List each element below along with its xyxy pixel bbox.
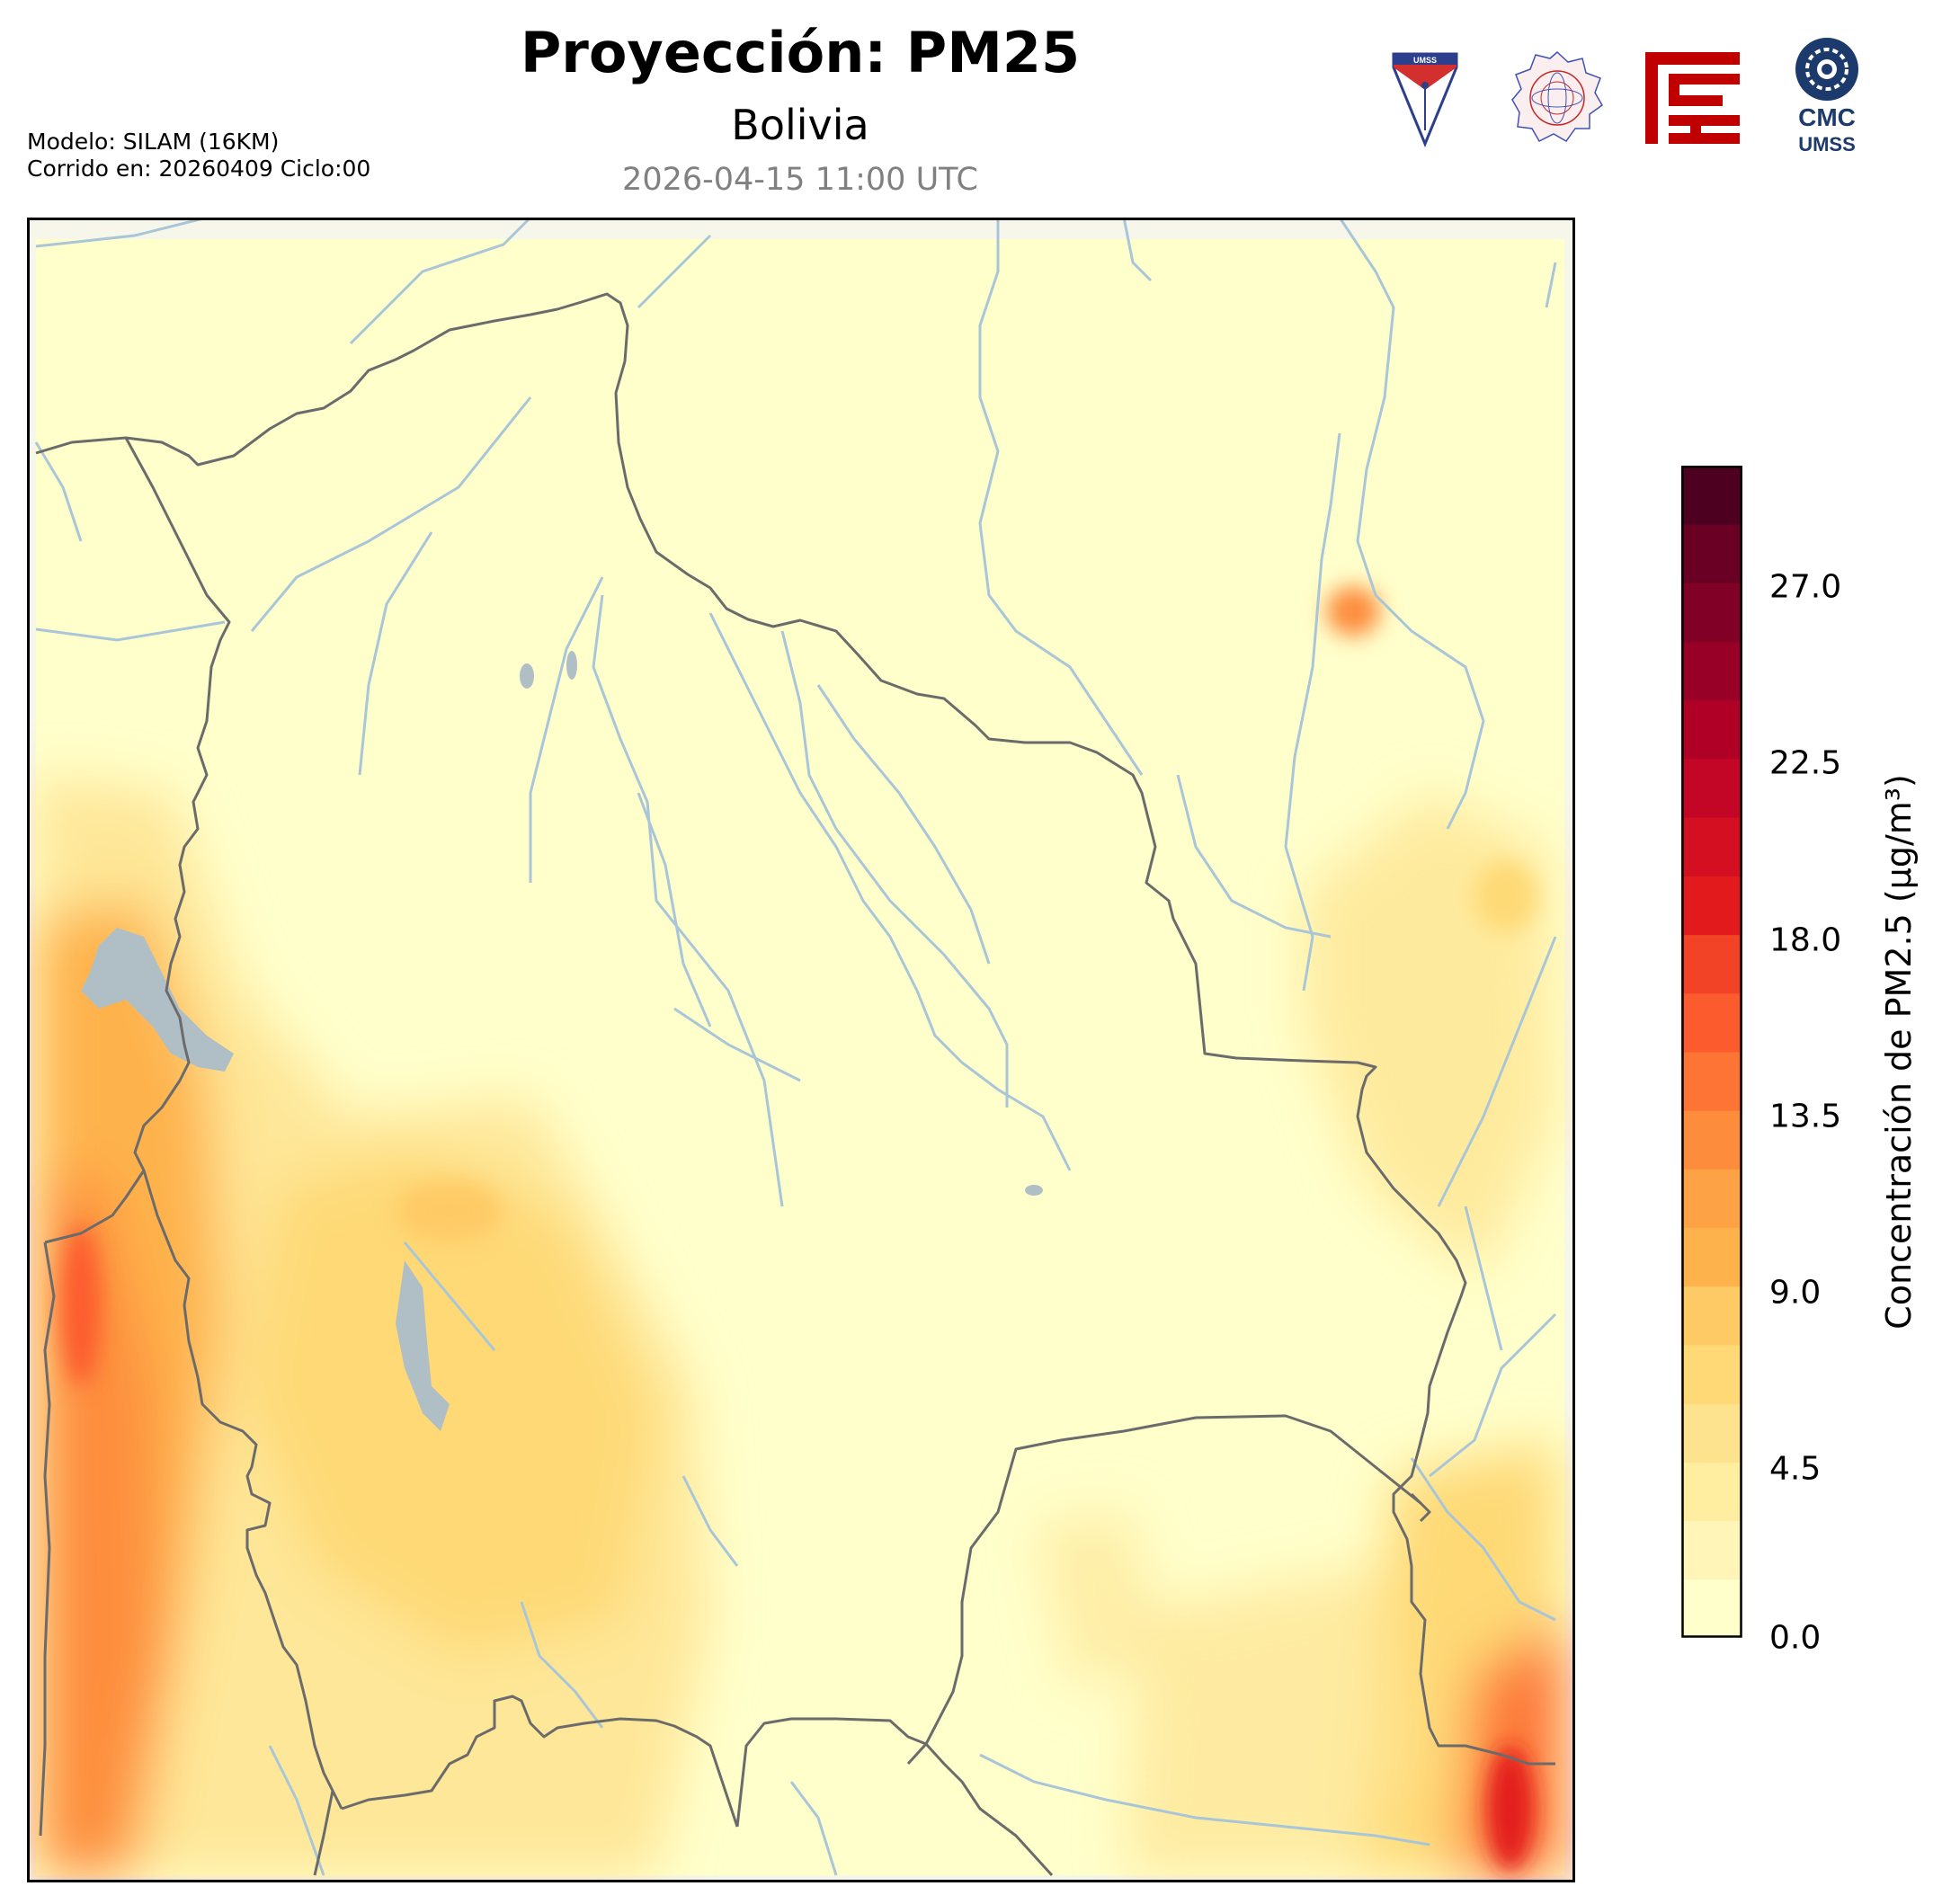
colorbar-tick-label: 4.5	[1769, 1450, 1822, 1488]
map-title: Proyección: PM25	[520, 20, 1081, 85]
colorbar-band	[1681, 1520, 1742, 1580]
lake-small	[1025, 1185, 1043, 1196]
model-name: Modelo: SILAM (16KM)	[27, 129, 280, 155]
colorbar-band	[1681, 876, 1742, 936]
colorbar-band	[1681, 1579, 1742, 1638]
cmc-umss-logo: CMC UMSS	[1795, 38, 1858, 156]
run-info: Corrido en: 20260409 Ciclo:00	[27, 156, 371, 182]
colorbar-band	[1681, 1169, 1742, 1229]
colorbar-label: Concentración de PM2.5 (µg/m³)	[1879, 774, 1919, 1330]
map-subtitle: Bolivia	[731, 101, 869, 149]
map-frame-border	[27, 218, 1575, 1882]
pm25-concentration-map	[27, 218, 1575, 1882]
lake-poopo	[396, 1260, 450, 1431]
colorbar-band	[1681, 699, 1742, 760]
svg-text:CMC: CMC	[1798, 103, 1856, 131]
departamento-fisica-seal-logo	[1511, 50, 1603, 142]
svg-text:UMSS: UMSS	[1413, 56, 1437, 65]
lakes	[81, 651, 1043, 1431]
colorbar-band	[1681, 466, 1742, 525]
colorbar-tick-label: 22.5	[1769, 744, 1842, 782]
umss-shield-logo: UMSS	[1392, 52, 1458, 147]
lake-rogaguado	[520, 663, 534, 689]
colorbar-band	[1681, 1110, 1742, 1170]
colorbar-tick-label: 13.5	[1769, 1098, 1842, 1135]
colorbar-band	[1681, 1286, 1742, 1346]
colorbar-tick-label: 9.0	[1769, 1274, 1822, 1312]
colorbar-band	[1681, 1345, 1742, 1404]
colorbar	[1681, 466, 1742, 1638]
colorbar-band	[1681, 934, 1742, 994]
colorbar-band	[1681, 1462, 1742, 1522]
forecast-datetime: 2026-04-15 11:00 UTC	[622, 162, 978, 198]
model-info: Modelo: SILAM (16KM) Corrido en: 2026040…	[27, 129, 370, 182]
rivers	[34, 218, 1557, 1876]
colorbar-band	[1681, 524, 1742, 583]
colorbar-tick-label: 27.0	[1769, 568, 1842, 606]
svg-text:UMSS: UMSS	[1798, 133, 1856, 156]
colorbar-band	[1681, 817, 1742, 876]
colorbar-band	[1681, 641, 1742, 701]
colorbar-band	[1681, 1403, 1742, 1463]
colorbar-band	[1681, 759, 1742, 818]
lake-rogagua	[566, 651, 577, 680]
colorbar-band	[1681, 1052, 1742, 1111]
colorbar-band	[1681, 1227, 1742, 1287]
colorbar-band	[1681, 583, 1742, 643]
lake-titicaca	[81, 928, 234, 1072]
colorbar-tick-label: 0.0	[1769, 1619, 1822, 1657]
colorbar-band	[1681, 992, 1742, 1053]
colorbar-tick-label: 18.0	[1769, 921, 1842, 959]
country-borders	[35, 292, 1555, 1877]
red-emblem-logo	[1645, 52, 1740, 144]
